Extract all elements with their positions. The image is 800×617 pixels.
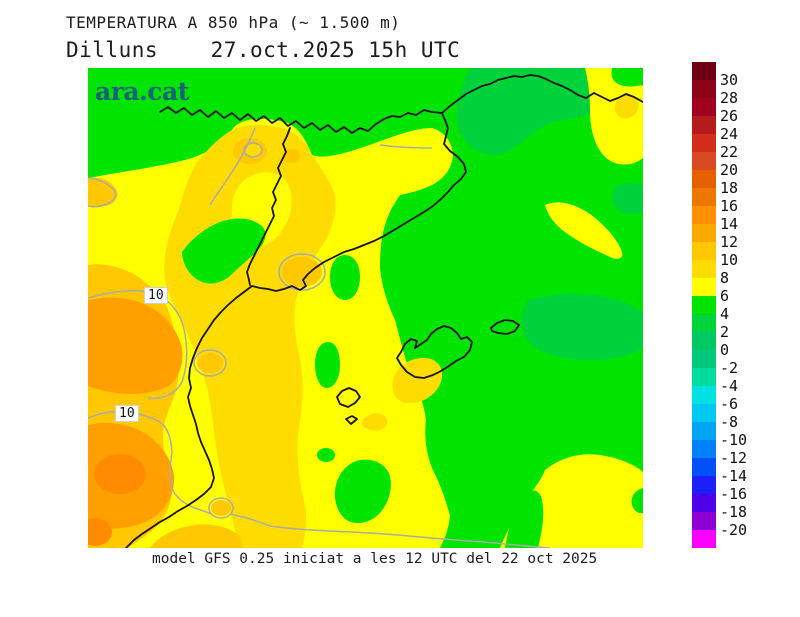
- colorbar-tick-label: 12: [720, 233, 739, 251]
- colorbar-segment: [692, 512, 716, 530]
- colorbar-tick-label: 26: [720, 107, 739, 125]
- colorbar-segment: [692, 494, 716, 512]
- colorbar-segment: [692, 296, 716, 314]
- colorbar-segment: [692, 332, 716, 350]
- colorbar-segment: [692, 116, 716, 134]
- map-title: TEMPERATURA A 850 hPa (~ 1.500 m): [66, 13, 401, 32]
- colorbar-segment: [692, 386, 716, 404]
- ibiza-outline: [336, 387, 361, 408]
- colorbar-segment: [692, 422, 716, 440]
- colorbar-tick-label: 18: [720, 179, 739, 197]
- temperature-field: [88, 68, 643, 548]
- colorbar-segment: [692, 260, 716, 278]
- colorbar-segment: [692, 350, 716, 368]
- colorbar-tick-label: 14: [720, 215, 739, 233]
- colorbar-segment: [692, 242, 716, 260]
- coastline: [125, 74, 643, 548]
- colorbar-tick-label: -10: [720, 431, 748, 449]
- model-caption: model GFS 0.25 iniciat a les 12 UTC del …: [152, 551, 598, 567]
- colorbar-tick-label: -12: [720, 449, 748, 467]
- colorbar-tick-label: 6: [720, 287, 730, 305]
- ara-cat-logo: ara.cat: [95, 77, 189, 106]
- colorbar-tick-labels: 30 28 26 24 22 20 18 16 14 12 10 8 6 4 2 0 -2 -4 -6 -8 -10 -1…: [720, 62, 780, 548]
- isotherm-lines: [88, 127, 551, 548]
- colorbar-segment: [692, 314, 716, 332]
- colorbar-tick-label: 22: [720, 143, 739, 161]
- colorbar-tick-label: 28: [720, 89, 739, 107]
- colorbar-tick-label: 20: [720, 161, 739, 179]
- formentera-outline: [345, 415, 358, 425]
- colorbar-segment: [692, 98, 716, 116]
- colorbar-tick-label: -18: [720, 503, 748, 521]
- colorbar-segment: [692, 206, 716, 224]
- colorbar-segment: [692, 404, 716, 422]
- colorbar-segment: [692, 278, 716, 296]
- colorbar-tick-label: -2: [720, 359, 739, 377]
- colorbar-tick-label: -6: [720, 395, 739, 413]
- colorbar-segment: [692, 368, 716, 386]
- menorca-outline: [490, 319, 520, 335]
- colorbar-tick-label: 0: [720, 341, 730, 359]
- temperature-map: [88, 68, 643, 548]
- colorbar-tick-label: 4: [720, 305, 730, 323]
- map-datetime: Dilluns 27.oct.2025 15h UTC: [66, 38, 461, 62]
- colorbar-segment: [692, 62, 716, 80]
- colorbar-tick-label: 30: [720, 71, 739, 89]
- colorbar-segment: [692, 440, 716, 458]
- colorbar-tick-label: 2: [720, 323, 730, 341]
- colorbar-tick-label: 16: [720, 197, 739, 215]
- colorbar-tick-label: -14: [720, 467, 748, 485]
- colorbar-segment: [692, 188, 716, 206]
- isotherm-label-10-upper: 10: [144, 287, 168, 304]
- colorbar-tick-label: -20: [720, 521, 748, 539]
- colorbar-tick-label: 8: [720, 269, 730, 287]
- french-coast: [441, 74, 643, 114]
- colorbar-segment: [692, 224, 716, 242]
- colorbar-segment: [692, 170, 716, 188]
- colorbar-segment: [692, 530, 716, 548]
- iberian-coast: [125, 112, 467, 548]
- colorbar-tick-label: -8: [720, 413, 739, 431]
- colorbar-segment: [692, 80, 716, 98]
- colorbar-tick-label: 24: [720, 125, 739, 143]
- colorbar-segment: [692, 476, 716, 494]
- temperature-colorbar: [692, 62, 716, 548]
- colorbar-segment: [692, 152, 716, 170]
- inland-border: [246, 127, 291, 286]
- colorbar-tick-label: -16: [720, 485, 748, 503]
- colorbar-segment: [692, 458, 716, 476]
- colorbar-tick-label: 10: [720, 251, 739, 269]
- mallorca-outline: [396, 325, 473, 379]
- colorbar-tick-label: -4: [720, 377, 739, 395]
- isotherm-label-10-lower: 10: [115, 405, 139, 422]
- pyrenees-border: [159, 106, 443, 134]
- colorbar-segment: [692, 134, 716, 152]
